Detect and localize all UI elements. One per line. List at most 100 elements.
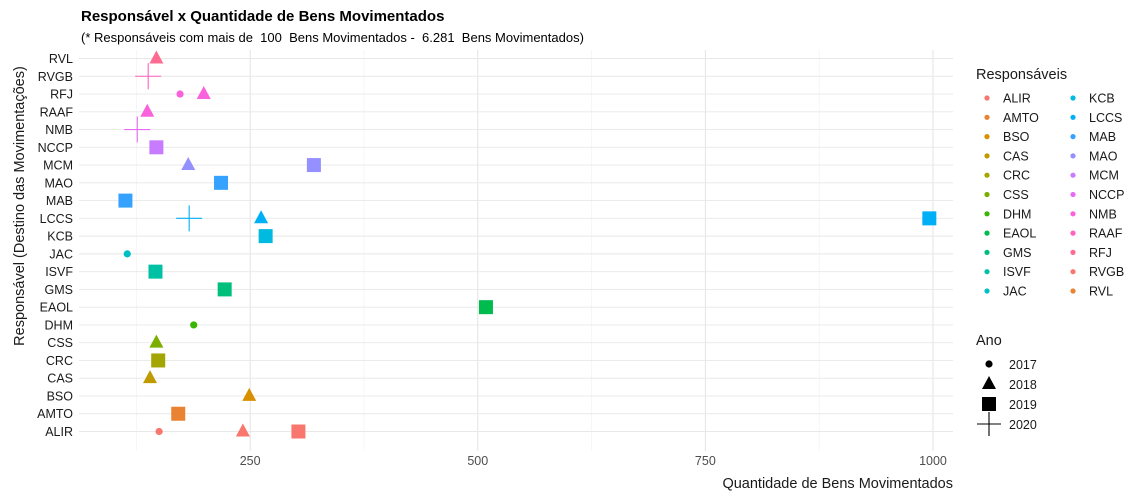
y-tick-label: MAB (46, 194, 73, 208)
grid-layer (79, 50, 953, 451)
data-point-css-2018 (149, 334, 164, 348)
legend-key-nmb (1070, 211, 1076, 217)
legend-label-raaf: RAAF (1089, 227, 1123, 241)
data-point-amto-2019 (171, 406, 186, 421)
legend-key-lccs (1070, 114, 1076, 120)
legend-label-mab: MAB (1089, 130, 1116, 144)
legend-key-css (984, 191, 990, 198)
legend-responsaveis: Responsáveis ALIR AMTO BSO CAS CRC CSS DHM EAOL… (976, 67, 1124, 299)
legend-shape-label-2019: 2019 (1009, 398, 1037, 412)
legend-key-kcb (1070, 95, 1076, 101)
y-tick-label: JAC (49, 247, 73, 261)
legend-label-rfj: RFJ (1089, 246, 1112, 260)
legend-key-bso (984, 134, 990, 140)
legend-shape-label-2018: 2018 (1009, 378, 1037, 392)
y-tick-label: GMS (45, 283, 73, 297)
data-point-rfj-2018 (196, 85, 211, 99)
data-point-eaol-2019 (478, 300, 493, 315)
data-point-alir-2017 (155, 427, 163, 436)
legend-label-dhm: DHM (1003, 207, 1031, 221)
legend-key-crc (984, 172, 990, 178)
y-tick-label: RVL (49, 52, 73, 66)
legend-label-css: CSS (1003, 188, 1029, 202)
legend-label-rvl: RVL (1089, 285, 1113, 299)
data-point-dhm-2017 (190, 321, 198, 329)
data-point-alir-2019 (291, 424, 306, 439)
data-point-rvl-2018 (149, 50, 164, 64)
legend-label-rvgb: RVGB (1089, 265, 1124, 279)
x-tick-label: 500 (467, 454, 488, 468)
legend-key-raaf (1070, 230, 1076, 236)
y-tick-label: CRC (46, 354, 73, 368)
y-axis-title: Responsável (Destino das Movimentações) (12, 66, 28, 346)
legend-label-nmb: NMB (1089, 207, 1117, 221)
data-point-mcm-2018 (181, 157, 196, 171)
x-tick-label: 750 (695, 454, 716, 468)
data-point-mcm-2019 (306, 158, 321, 173)
legend-shape-2018 (982, 376, 996, 389)
y-tick-label: NCCP (38, 141, 73, 155)
legend-label-isvf: ISVF (1003, 265, 1031, 279)
data-point-gms-2019 (217, 282, 232, 297)
y-tick-label: CAS (47, 372, 73, 386)
legend-label-eaol: EAOL (1003, 227, 1036, 241)
legend-shape-2020 (977, 412, 1001, 436)
legend-key-amto (984, 114, 990, 120)
y-tick-label: MAO (45, 176, 74, 190)
data-point-lccs-2018 (254, 210, 269, 224)
legend-label-jac: JAC (1003, 285, 1027, 299)
y-axis-tick-labels: ALIR AMTO BSO CAS CRC CSS DHM EAOL GMS ISVF JAC KCB… (37, 52, 73, 439)
chart-subtitle: (* Responsáveis com mais de 100 Bens Mov… (81, 30, 584, 45)
legend-label-kcb: KCB (1089, 92, 1115, 106)
data-point-mao-2019 (214, 175, 229, 190)
x-tick-label: 250 (240, 454, 261, 468)
legend-key-cas (984, 153, 990, 159)
legend-label-bso: BSO (1003, 130, 1030, 144)
y-tick-label: KCB (47, 230, 73, 244)
legend-key-rvgb (1070, 269, 1076, 275)
data-point-jac-2017 (123, 250, 131, 258)
data-point-nccp-2019 (149, 140, 164, 155)
data-point-rvgb-2020 (135, 63, 162, 90)
legend-key-eaol (984, 230, 990, 236)
legend-label-lccs: LCCS (1089, 111, 1122, 125)
legend-label-alir: ALIR (1003, 92, 1031, 106)
legend-shape-2019 (982, 397, 996, 411)
data-point-nmb-2020 (124, 116, 151, 143)
y-tick-label: EAOL (40, 301, 73, 315)
data-point-isvf-2019 (148, 264, 163, 279)
data-point-crc-2019 (151, 353, 166, 368)
legend-ano-title: Ano (976, 333, 1002, 349)
legend-key-nccp (1070, 191, 1076, 198)
x-axis-title: Quantidade de Bens Movimentados (722, 476, 953, 492)
y-tick-label: BSO (47, 389, 74, 403)
legend-label-amto: AMTO (1003, 111, 1039, 125)
y-tick-label: ALIR (45, 425, 73, 439)
legend-key-mab (1070, 134, 1076, 140)
data-points (118, 50, 937, 439)
y-tick-label: RVGB (38, 70, 73, 84)
legend-key-alir (984, 95, 990, 101)
data-point-rfj-2017 (176, 90, 184, 98)
y-tick-label: RFJ (50, 88, 73, 102)
data-point-raaf-2018 (140, 103, 155, 117)
legend-key-gms (984, 249, 990, 255)
legend-label-nccp: NCCP (1089, 188, 1124, 202)
y-tick-label: RAAF (40, 105, 74, 119)
legend-key-jac (984, 288, 990, 294)
data-point-alir-2018 (235, 423, 250, 437)
legend-shape-2017 (985, 360, 993, 368)
x-tick-label: 1000 (919, 454, 947, 468)
data-point-cas-2018 (143, 370, 158, 384)
legend-key-rvl (1070, 288, 1076, 294)
data-point-mab-2019 (118, 193, 133, 208)
legend-shape-label-2017: 2017 (1009, 358, 1037, 372)
y-tick-label: CSS (47, 336, 73, 350)
chart-title: Responsável x Quantidade de Bens Movimen… (81, 8, 445, 25)
y-tick-label: DHM (45, 318, 73, 332)
legend-shape-label-2020: 2020 (1009, 418, 1037, 432)
legend-key-mao (1070, 153, 1076, 159)
data-point-bso-2018 (242, 387, 257, 401)
legend-label-crc: CRC (1003, 169, 1030, 183)
